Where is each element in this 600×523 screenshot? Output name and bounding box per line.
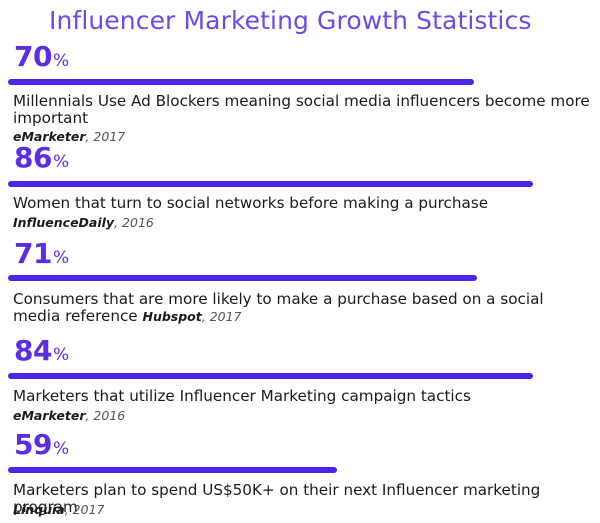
stat-source-line: eMarketer, 2016 [13, 405, 125, 424]
stat-description: Marketers plan to spend US$50K+ on their… [13, 481, 541, 516]
stat-value: 84 [14, 334, 52, 367]
stat-percentage: 86% [14, 141, 69, 174]
stat-year: , 2016 [114, 215, 154, 230]
stat-source: InfluenceDaily [13, 215, 115, 230]
stat-bar-track [8, 275, 591, 281]
stat-percentage: 71% [14, 237, 69, 270]
page-title: Influencer Marketing Growth Statistics [49, 6, 532, 35]
stat-bar-track [8, 181, 591, 187]
stat-percentage: 70% [14, 40, 69, 73]
percent-sign: % [52, 248, 70, 268]
stat-year: , 2017 [64, 502, 105, 517]
stat-source: eMarketer [13, 408, 86, 423]
stat-source: eMarketer [13, 129, 86, 144]
stat-value: 70 [14, 40, 52, 73]
stat-bar [8, 275, 478, 281]
stat-value: 71 [14, 237, 52, 270]
stat-year: , 2017 [201, 309, 242, 324]
percent-sign: % [52, 439, 70, 459]
stat-bar-track [8, 79, 591, 85]
percent-sign: % [52, 345, 70, 365]
stat-source: Linquia [13, 502, 65, 517]
stat-bar [8, 373, 533, 379]
stat-source-line: InfluenceDaily, 2016 [13, 212, 154, 231]
stat-value: 59 [14, 428, 52, 461]
stat-description-text: Consumers that are more likely to make a… [13, 290, 544, 325]
stat-year: , 2017 [85, 129, 126, 144]
stat-bar-track [8, 467, 591, 473]
stat-percentage: 84% [14, 334, 69, 367]
stat-source: Hubspot [142, 309, 202, 324]
stat-year: , 2016 [85, 408, 126, 423]
stat-description: Marketers that utilize Influencer Market… [13, 387, 471, 405]
stat-bar [8, 467, 338, 473]
stat-source-line: eMarketer, 2017 [13, 126, 125, 145]
stat-description: Consumers that are more likely to make a… [13, 291, 583, 325]
stat-description: Women that turn to social networks befor… [13, 194, 489, 212]
percent-sign: % [52, 152, 70, 172]
stat-value: 86 [14, 141, 52, 174]
stat-percentage: 59% [14, 428, 69, 461]
percent-sign: % [52, 51, 70, 71]
stat-description: Millennials Use Ad Blockers meaning soci… [13, 92, 590, 127]
stat-bar [8, 181, 533, 187]
stat-source-line: Linquia, 2017 [13, 499, 104, 518]
stat-bar-track [8, 373, 591, 379]
stat-bar [8, 79, 475, 85]
